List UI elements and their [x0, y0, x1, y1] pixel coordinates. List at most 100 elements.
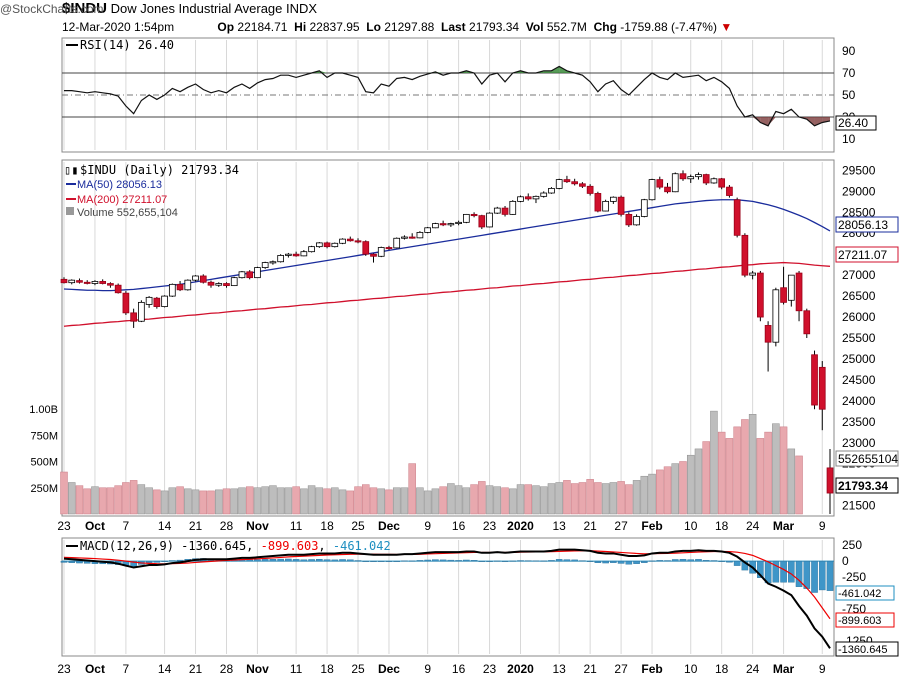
- candle-up: [254, 267, 261, 279]
- macd-histogram-bar: [555, 559, 563, 562]
- volume-bar: [663, 466, 672, 515]
- candle-up: [192, 275, 199, 281]
- macd-histogram-bar: [818, 560, 826, 591]
- candle-down: [718, 178, 726, 188]
- candle-up: [640, 199, 648, 217]
- macd-histogram-bar: [277, 558, 284, 562]
- volume-bar: [400, 487, 409, 515]
- candle-down: [153, 297, 161, 307]
- date-tick-label: 23: [483, 662, 497, 676]
- price-tick-label: 25500: [842, 331, 876, 345]
- volume-bar: [617, 481, 625, 515]
- volume-bar: [509, 488, 517, 515]
- macd-histogram-bar: [548, 560, 555, 562]
- rsi-line: [64, 65, 831, 127]
- rsi-tick-label: 50: [842, 88, 856, 102]
- macd-sep-2: ,: [318, 539, 332, 553]
- volume-bar: [269, 485, 277, 515]
- volume-bar: [129, 480, 138, 515]
- rsi-legend: RSI(14) 26.40: [66, 38, 174, 52]
- date-tick-label: 2020: [507, 519, 534, 533]
- macd-histogram-bar: [261, 559, 269, 562]
- candle-down: [385, 247, 393, 250]
- volume-bar: [686, 454, 695, 515]
- candle-up: [339, 238, 346, 244]
- date-tick-label: 14: [158, 519, 172, 533]
- macd-hist-tag: -461.042: [835, 585, 895, 601]
- candle-up: [215, 283, 223, 286]
- volume-bar: [485, 485, 494, 515]
- date-tick-label: 7: [123, 662, 130, 676]
- macd-histogram-bar: [285, 558, 292, 562]
- candle-down: [586, 185, 594, 194]
- volume-tick-label: 750M: [30, 430, 58, 442]
- date-tick-label: Mar: [773, 519, 795, 533]
- rsi-label: RSI(14) 26.40: [80, 38, 174, 52]
- volume-bar: [609, 482, 618, 515]
- macd-histogram-bar: [788, 560, 795, 583]
- volume-bar: [222, 488, 231, 515]
- rsi-tick-label: 10: [842, 132, 856, 146]
- macd-histogram-bar: [145, 560, 153, 563]
- volume-bar: [447, 483, 455, 515]
- macd-hist-tag-text: -461.042: [838, 588, 881, 600]
- candle-up: [540, 192, 548, 197]
- volume-bar: [725, 438, 734, 515]
- macd-histogram-bar: [362, 560, 370, 562]
- macd-signal-label: -899.603: [261, 539, 319, 553]
- macd-signal-line: [63, 550, 831, 620]
- volume-tick-label: 500M: [30, 457, 58, 469]
- macd-legend-text: MACD(12,26,9) -1360.645, -899.603, -461.…: [80, 539, 391, 553]
- candle-up: [447, 223, 455, 226]
- last-value: 21793.34: [469, 20, 520, 34]
- volume-bar: [114, 485, 122, 515]
- macd-histogram-bar: [339, 559, 346, 562]
- volume-bar: [331, 487, 339, 515]
- macd-histogram-bar: [292, 559, 300, 562]
- candle-down: [617, 196, 625, 215]
- volume-bar: [83, 488, 91, 515]
- price-tick-label: 23500: [842, 415, 876, 429]
- volume-bar: [516, 484, 525, 515]
- macd-histogram-bar: [803, 560, 811, 589]
- price-legend: ▯▮ $INDU (Daily) 21793.34 MA(50) 28056.1…: [64, 163, 239, 219]
- macd-sep-1: ,: [246, 539, 260, 553]
- macd-signal-tag: -899.603: [835, 612, 895, 628]
- candle-down: [130, 312, 137, 322]
- ma50-tag: 28056.13: [835, 216, 899, 233]
- date-tick-label: Mar: [773, 662, 795, 676]
- candle-down: [246, 271, 254, 279]
- macd-histogram-bar: [176, 559, 184, 562]
- rsi-oversold-fill: [814, 117, 823, 126]
- rsi-value-tag-box: [835, 115, 877, 131]
- macd-histogram-bar: [795, 560, 803, 587]
- last-label: Last: [440, 20, 466, 34]
- candle-up: [68, 279, 76, 284]
- volume-bar: [323, 488, 331, 515]
- candle-up: [532, 195, 540, 200]
- candle-up: [277, 255, 284, 263]
- volume-bar: [547, 483, 556, 515]
- candle-up: [424, 227, 431, 233]
- volume-bar: [98, 487, 107, 515]
- price-tick-label: 24000: [842, 394, 876, 408]
- candle-up: [145, 296, 153, 305]
- macd-histogram-bar: [687, 559, 695, 562]
- legend-ma50: MA(50) 28056.13: [77, 179, 162, 191]
- date-tick-label: 13: [553, 662, 567, 676]
- volume-tick-label: 250M: [30, 483, 58, 495]
- macd-label: MACD(12,26,9) -1360.645: [80, 539, 246, 553]
- candle-up: [377, 247, 385, 257]
- last-price-tag: 21793.34: [835, 477, 899, 494]
- quote-stats: 12-Mar-2020 1:54pm Op 22184.71 Hi 22837.…: [62, 20, 732, 34]
- date-tick-label: 16: [452, 662, 466, 676]
- volume-bar: [199, 490, 208, 515]
- candle-up: [633, 216, 640, 226]
- date-axis-bottom: 23 Oct 7 14 21 28 Nov 11 18 25 Dec 9 16 23 2020 13 21 27 F…: [57, 662, 826, 676]
- candle-up: [455, 221, 462, 224]
- macd-histogram-bar: [656, 560, 664, 562]
- volume-bar: [478, 481, 486, 515]
- macd-panel: [60, 548, 834, 649]
- macd-histogram-bar: [68, 560, 76, 563]
